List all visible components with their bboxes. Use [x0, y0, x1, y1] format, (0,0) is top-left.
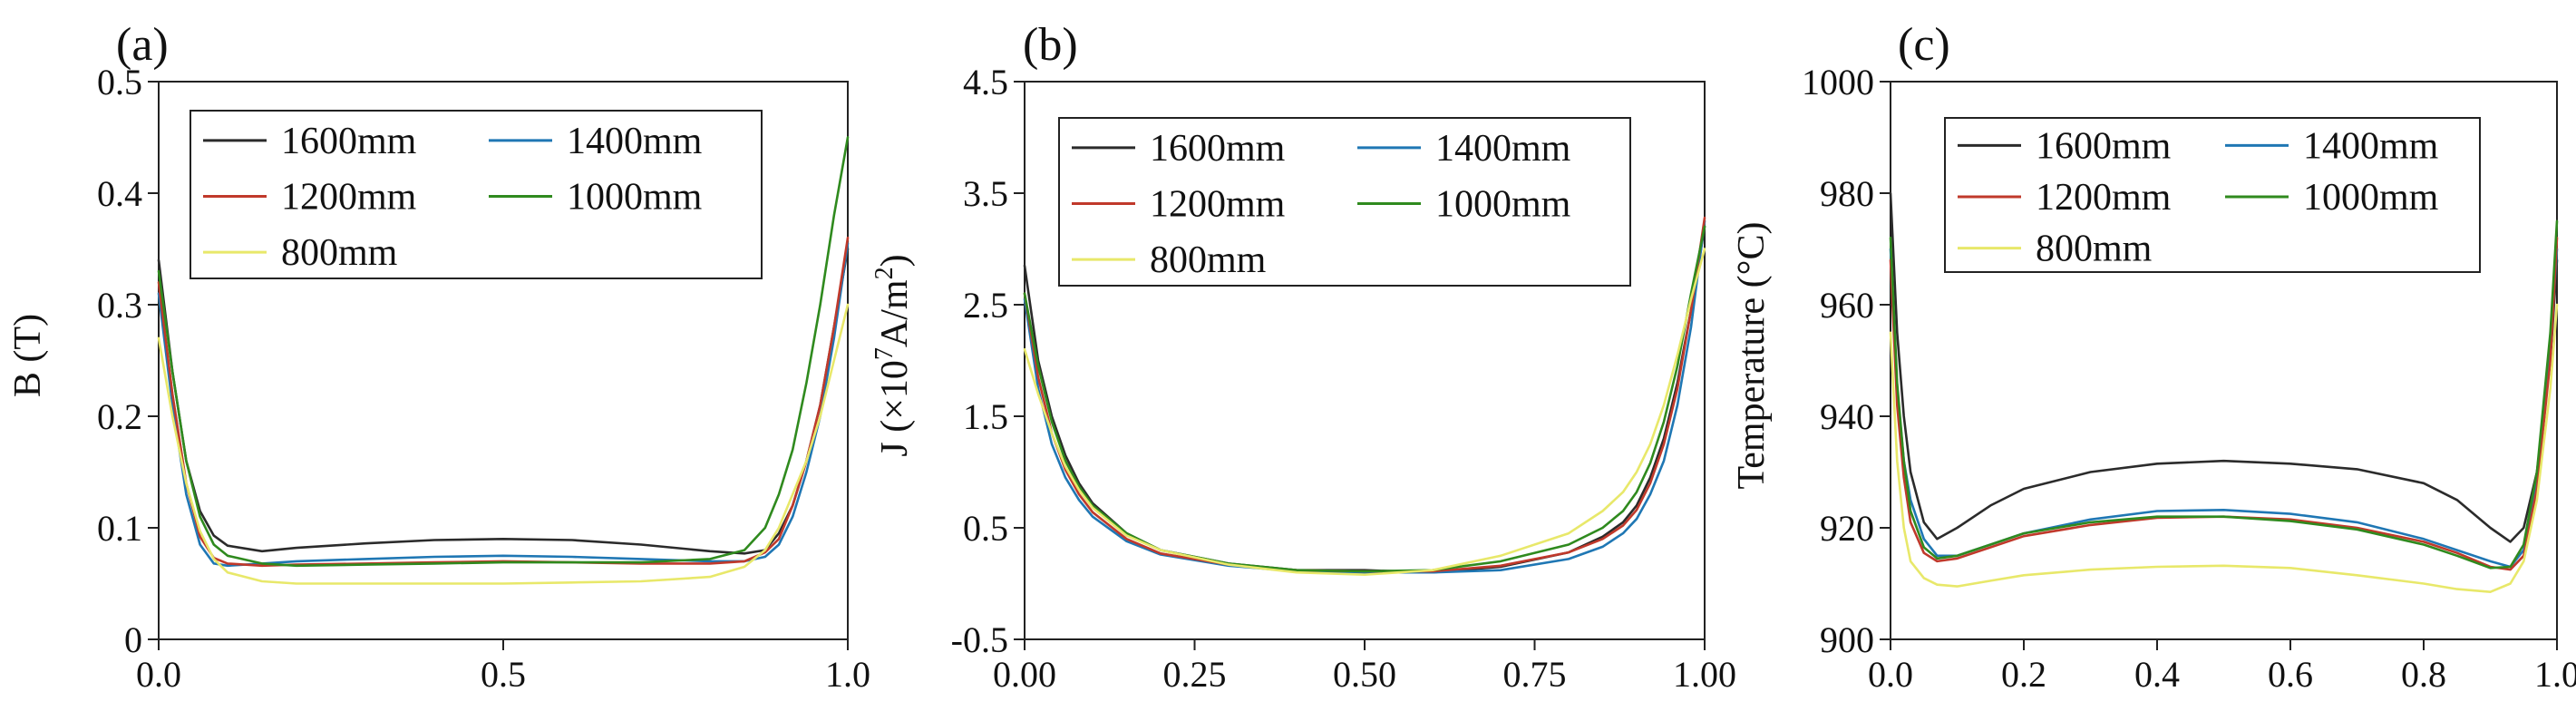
- y-tick-label-a: 0.3: [97, 285, 142, 326]
- y-tick-label-b: 3.5: [963, 173, 1008, 214]
- x-tick-label-b: 0.25: [1163, 654, 1227, 695]
- series-line-1000mm-b: [1023, 225, 1706, 573]
- y-tick-label-c: 980: [1820, 173, 1874, 214]
- y-tick-label-c: 940: [1820, 396, 1874, 437]
- series-line-1400mm-c: [1889, 248, 2559, 569]
- y-axis-title-b-units-exp: 2: [870, 267, 899, 279]
- legend-label-1000mm-c: 1000mm: [2303, 177, 2439, 219]
- plot-area-c: 0.0 0.2 0.4 0.6 0.8 1.0 900 920 940 960 980 1000 160…: [1802, 62, 2576, 695]
- plot-area-b: 0.00 0.25 0.50 0.75 1.00 -0.5 0.5 1.5 2.5 3.5 4.5 1…: [951, 62, 1736, 695]
- x-tick-label-c: 0.4: [2134, 654, 2180, 695]
- legend-box-a: [190, 110, 763, 279]
- series-line-800mm-c: [1889, 303, 2559, 594]
- legend-box-c: [1944, 117, 2481, 273]
- y-tick-label-a: 0.4: [97, 173, 142, 214]
- y-axis-title-b-exp: 7: [870, 347, 899, 360]
- series-line-1200mm-c: [1889, 236, 2559, 571]
- panel-a: (a) B (T) 0.0 0.5 1.0 0 0.1 0.2 0.3 0.4 0.5 1600m…: [7, 19, 870, 695]
- y-tick-label-b: 2.5: [963, 285, 1008, 326]
- legend-box-b: [1058, 117, 1631, 287]
- x-tick-label-b: 1.00: [1673, 654, 1736, 695]
- x-tick-label-b: 0.00: [993, 654, 1056, 695]
- y-tick-label-a: 0.1: [97, 508, 142, 549]
- series-line-800mm-a: [157, 303, 850, 585]
- y-tick-label-a: 0: [124, 619, 142, 660]
- x-tick-label-a: 0.0: [136, 654, 181, 695]
- y-tick-label-c: 960: [1820, 285, 1874, 326]
- legend-label-1200mm-c: 1200mm: [2036, 177, 2172, 219]
- legend-label-1400mm-a: 1400mm: [567, 121, 703, 162]
- legend-label-800mm-b: 800mm: [1150, 239, 1267, 281]
- y-tick-label-b: -0.5: [951, 619, 1008, 660]
- legend-label-1600mm-a: 1600mm: [281, 121, 417, 162]
- y-tick-label-b: 4.5: [963, 62, 1008, 102]
- legend-label-1200mm-a: 1200mm: [281, 177, 417, 219]
- panel-label-c: (c): [1898, 19, 1950, 71]
- y-axis-title-c: Temperature (°C): [1731, 222, 1773, 490]
- axes-frame-c: [1890, 81, 2558, 640]
- y-tick-label-b: 0.5: [963, 508, 1008, 549]
- series-line-800mm-b: [1023, 248, 1706, 577]
- legend-label-1000mm-a: 1000mm: [567, 177, 703, 219]
- y-tick-label-a: 0.5: [97, 62, 142, 102]
- y-axis-title-b-main: J (×10: [874, 360, 916, 457]
- y-tick-label-a: 0.2: [97, 396, 142, 437]
- legend-label-1000mm-b: 1000mm: [1435, 184, 1571, 226]
- legend-label-1200mm-b: 1200mm: [1150, 184, 1286, 226]
- series-line-1600mm-c: [1889, 191, 2559, 543]
- y-axis-title-b-units: A/m: [874, 279, 916, 347]
- legend-label-800mm-a: 800mm: [281, 232, 398, 274]
- panel-b: (b) J (×107A/m2) 0.00 0.25 0.50 0.75 1.00 -0.…: [870, 19, 1736, 695]
- series-line-1000mm-a: [157, 136, 850, 568]
- x-tick-label-b: 0.75: [1503, 654, 1567, 695]
- x-tick-label-a: 1.0: [825, 654, 870, 695]
- y-tick-label-c: 1000: [1802, 62, 1874, 102]
- x-tick-label-b: 0.50: [1333, 654, 1396, 695]
- x-tick-label-c: 0.8: [2401, 654, 2446, 695]
- y-tick-label-b: 1.5: [963, 396, 1008, 437]
- panel-label-a: (a): [116, 19, 169, 71]
- panel-c: (c) Temperature (°C) 0.0 0.2 0.4 0.6 0.8 1.0 9…: [1731, 19, 2576, 695]
- x-tick-label-c: 0.0: [1868, 654, 1913, 695]
- legend-label-1400mm-b: 1400mm: [1435, 128, 1571, 170]
- y-axis-title-b: J (×107A/m2): [870, 254, 916, 456]
- y-axis-title-a: B (T): [7, 314, 49, 397]
- x-tick-label-c: 1.0: [2534, 654, 2576, 695]
- legend-label-1600mm-b: 1600mm: [1150, 128, 1286, 170]
- y-tick-label-c: 900: [1820, 619, 1874, 660]
- series-line-1600mm-a: [157, 248, 850, 555]
- x-tick-label-c: 0.2: [2001, 654, 2046, 695]
- y-axis-title-b-close: ): [874, 254, 916, 267]
- y-tick-label-c: 920: [1820, 508, 1874, 549]
- legend-label-1400mm-c: 1400mm: [2303, 125, 2439, 167]
- series-line-1000mm-c: [1889, 219, 2559, 570]
- series-line-1400mm-a: [157, 242, 850, 568]
- plot-area-a: 0.0 0.5 1.0 0 0.1 0.2 0.3 0.4 0.5 1600mm 1400mm 120…: [97, 62, 870, 695]
- legend-label-800mm-c: 800mm: [2036, 229, 2153, 270]
- legend-label-1600mm-c: 1600mm: [2036, 125, 2172, 167]
- panel-label-b: (b): [1023, 19, 1078, 71]
- x-tick-label-a: 0.5: [481, 654, 526, 695]
- x-tick-label-c: 0.6: [2268, 654, 2313, 695]
- series-line-1200mm-a: [157, 236, 850, 568]
